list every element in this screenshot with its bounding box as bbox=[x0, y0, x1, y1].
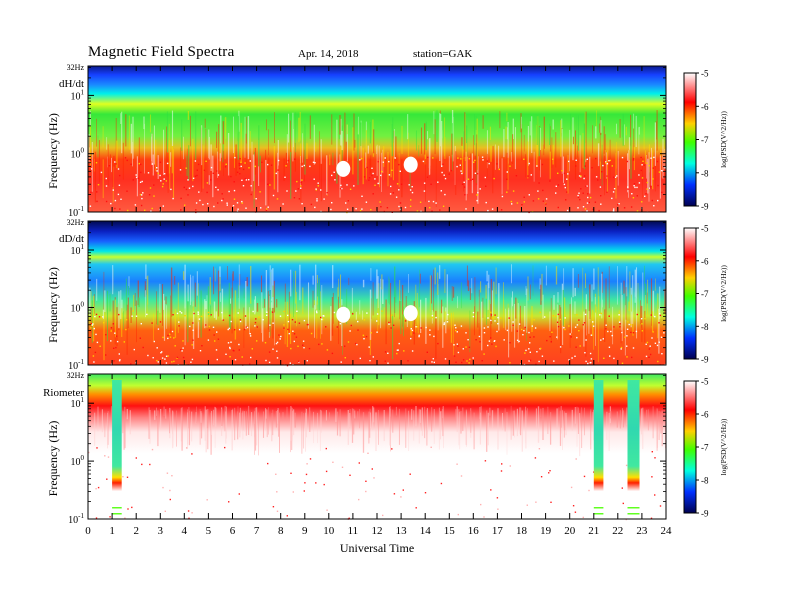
colorbar-tick-label: -5 bbox=[701, 69, 709, 79]
top-frequency-label: 32Hz bbox=[67, 218, 85, 227]
x-tick-label: 5 bbox=[206, 525, 212, 537]
data-gap-blob bbox=[403, 156, 418, 173]
panel-label: dD/dt bbox=[59, 233, 84, 245]
spectrogram-texture bbox=[89, 264, 667, 363]
top-frequency-label: 32Hz bbox=[67, 371, 85, 380]
y-tick-label: 10-1 bbox=[68, 205, 84, 219]
data-gap-stripe bbox=[112, 380, 122, 519]
x-tick-label: 10 bbox=[323, 525, 335, 537]
colorbar-tick-label: -5 bbox=[701, 377, 709, 387]
x-tick-label: 13 bbox=[396, 525, 408, 537]
colorbar-label: log(PSD(V^2/Hz)) bbox=[719, 418, 728, 475]
spectrogram-image bbox=[88, 374, 666, 519]
x-tick-label: 2 bbox=[133, 525, 139, 537]
panel-dd-dt: 10-1 100 101 32Hz dD/dt Frequency (Hz) -5 -6 -7 -… bbox=[46, 218, 728, 372]
y-axis-label: Frequency (Hz) bbox=[46, 267, 60, 343]
x-tick-label: 0 bbox=[85, 525, 91, 537]
x-tick-label: 7 bbox=[254, 525, 260, 537]
colorbar-tick-label: -8 bbox=[701, 168, 709, 178]
x-tick-label: 15 bbox=[444, 525, 456, 537]
x-tick-label: 9 bbox=[302, 525, 308, 537]
y-tick-label: 101 bbox=[71, 243, 85, 257]
panel-label: dH/dt bbox=[59, 78, 84, 90]
y-axis-label: Frequency (Hz) bbox=[46, 421, 60, 497]
x-tick-label: 21 bbox=[588, 525, 599, 537]
y-tick-label: 101 bbox=[71, 396, 85, 410]
x-tick-label: 22 bbox=[612, 525, 623, 537]
x-tick-label: 12 bbox=[372, 525, 383, 537]
y-tick-label: 10-1 bbox=[68, 512, 84, 526]
x-tick-label: 18 bbox=[516, 525, 528, 537]
panel-dh-dt: 10-1 100 101 32Hz dH/dt Frequency (Hz) -5 -6 -7 -… bbox=[46, 63, 728, 219]
colorbar-tick-label: -7 bbox=[701, 289, 709, 299]
x-tick-label: 6 bbox=[230, 525, 236, 537]
x-tick-label: 1 bbox=[109, 525, 115, 537]
spectrogram-texture bbox=[94, 405, 667, 457]
colorbar-tick-label: -9 bbox=[701, 202, 709, 212]
data-gap-stripe bbox=[593, 380, 604, 519]
colorbar-tick-label: -9 bbox=[701, 355, 709, 365]
colorbar-tick-label: -6 bbox=[701, 256, 709, 266]
top-frequency-label: 32Hz bbox=[67, 63, 85, 72]
x-tick-label: 14 bbox=[420, 525, 432, 537]
x-tick-label: 20 bbox=[564, 525, 576, 537]
y-tick-label: 100 bbox=[71, 301, 85, 315]
data-gap-stripe bbox=[627, 380, 640, 519]
x-tick-label: 11 bbox=[348, 525, 359, 537]
y-tick-label: 100 bbox=[71, 147, 85, 161]
colorbar-label: log(PSD(V^2/Hz)) bbox=[719, 111, 728, 168]
data-gap-blob bbox=[403, 305, 418, 322]
data-gap-blob bbox=[336, 160, 351, 177]
colorbar bbox=[683, 227, 697, 360]
colorbar-label: log(PSD(V^2/Hz)) bbox=[719, 265, 728, 322]
station-label: station=GAK bbox=[413, 48, 473, 60]
y-tick-label: 100 bbox=[71, 454, 85, 468]
x-tick-label: 4 bbox=[182, 525, 188, 537]
colorbar-tick-label: -8 bbox=[701, 322, 709, 332]
colorbar-tick-label: -8 bbox=[701, 476, 709, 486]
y-tick-label: 101 bbox=[71, 88, 85, 102]
spectrogram-speckle bbox=[90, 310, 667, 367]
y-tick-label: 10-1 bbox=[68, 358, 84, 372]
x-tick-label: 16 bbox=[468, 525, 480, 537]
x-tick-label: 19 bbox=[540, 525, 552, 537]
data-gap-blob bbox=[336, 306, 351, 323]
colorbar-tick-label: -7 bbox=[701, 135, 709, 145]
colorbar-tick-label: -5 bbox=[701, 224, 709, 234]
colorbar-tick-label: -6 bbox=[701, 102, 709, 112]
spectrogram-image bbox=[88, 66, 666, 212]
x-axis-label: Universal Time bbox=[340, 541, 414, 555]
panel-label: Riometer bbox=[43, 387, 84, 399]
x-tick-label: 17 bbox=[492, 525, 504, 537]
x-tick-label: 23 bbox=[636, 525, 648, 537]
x-tick-label: 8 bbox=[278, 525, 284, 537]
chart-date: Apr. 14, 2018 bbox=[298, 48, 359, 60]
chart-title: Magnetic Field Spectra bbox=[88, 44, 235, 60]
colorbar-tick-label: -6 bbox=[701, 410, 709, 420]
spectrogram-texture bbox=[88, 110, 666, 208]
colorbar bbox=[683, 72, 697, 207]
y-axis-label: Frequency (Hz) bbox=[46, 113, 60, 189]
colorbar bbox=[683, 380, 697, 514]
colorbar-tick-label: -9 bbox=[701, 509, 709, 519]
colorbar-tick-label: -7 bbox=[701, 443, 709, 453]
panel-riometer: 10-1 100 101 32Hz Riometer Frequency (Hz) -5 -6… bbox=[43, 371, 728, 526]
x-tick-label: 3 bbox=[158, 525, 164, 537]
x-tick-label: 24 bbox=[661, 525, 673, 537]
